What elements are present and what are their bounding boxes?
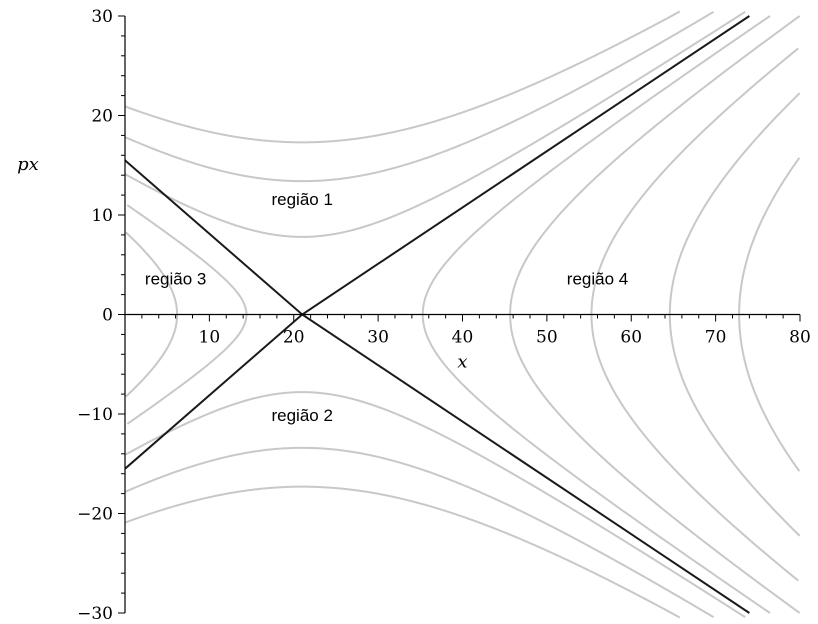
level-curve-top xyxy=(125,12,745,237)
x-tick-label: 80 xyxy=(789,328,811,348)
x-tick-label: 20 xyxy=(283,328,305,348)
x-tick-label: 30 xyxy=(367,328,389,348)
y-axis-title: px xyxy=(17,154,39,175)
region-label: região 2 xyxy=(271,406,332,425)
y-tick-label: −30 xyxy=(77,604,113,624)
ticks-layer: −30 −20 −10 0 10 20 30 10 20 30 40 50 60 70 80 xyxy=(77,7,811,624)
x-tick-label: 40 xyxy=(452,328,474,348)
region-label: região 4 xyxy=(567,270,628,289)
region-label: região 3 xyxy=(145,270,206,289)
y-tick-label: 0 xyxy=(102,306,113,326)
y-tick-label: 20 xyxy=(91,107,113,127)
annotations-layer: região 1 região 2 região 3 região 4 xyxy=(145,190,628,425)
y-tick-label: 10 xyxy=(91,206,113,226)
x-tick-label: 60 xyxy=(620,328,642,348)
x-tick-label: 10 xyxy=(199,328,221,348)
region-label: região 1 xyxy=(271,190,332,209)
level-curve-top xyxy=(125,12,714,181)
x-tick-label: 70 xyxy=(705,328,727,348)
y-tick-label: 30 xyxy=(91,7,113,27)
level-curve-top xyxy=(125,12,680,143)
x-axis-title: x xyxy=(457,352,467,373)
level-curve-bottom xyxy=(125,392,745,617)
level-curve-bottom xyxy=(125,487,680,618)
y-tick-label: −20 xyxy=(77,505,113,525)
level-curve-bottom xyxy=(125,448,714,617)
x-tick-label: 50 xyxy=(536,328,558,348)
y-tick-label: −10 xyxy=(77,405,113,425)
